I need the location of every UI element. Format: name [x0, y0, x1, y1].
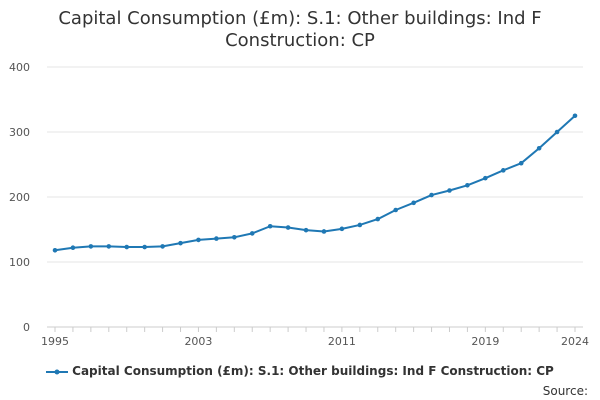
legend-swatch-icon	[46, 369, 69, 374]
y-tick-label-400: 400	[9, 61, 30, 74]
x-tick-label-2024: 2024	[561, 335, 589, 348]
x-tick-label-2003: 2003	[184, 335, 212, 348]
legend-label: Capital Consumption (£m): S.1: Other bui…	[72, 364, 554, 378]
data-point-2014	[393, 207, 398, 213]
data-point-2010	[321, 229, 327, 234]
data-point-2018	[465, 183, 470, 188]
x-tick-label-2011: 2011	[328, 335, 356, 348]
data-point-2024	[572, 113, 578, 119]
data-point-2016	[429, 192, 434, 198]
y-tick-label-100: 100	[9, 256, 30, 269]
y-tick-label-300: 300	[9, 126, 30, 139]
data-point-2017	[447, 188, 452, 193]
data-point-2008	[285, 225, 291, 230]
data-point-2005	[232, 235, 237, 240]
chart-title-line-1: Capital Consumption (£m): S.1: Other bui…	[58, 8, 542, 29]
data-point-2006	[249, 231, 255, 236]
data-point-2004	[214, 236, 219, 241]
data-point-2019	[483, 175, 488, 181]
data-point-1995	[52, 248, 58, 253]
series-line-0	[54, 115, 576, 252]
chart-title-line-2: Construction: CP	[225, 30, 375, 51]
data-point-2023	[554, 129, 560, 135]
data-point-2009	[303, 227, 309, 233]
data-point-2013	[375, 216, 381, 222]
data-point-1997	[88, 244, 94, 249]
data-point-2000	[142, 244, 147, 250]
data-point-2022	[536, 145, 542, 151]
chart-title: Capital Consumption (£m): S.1: Other bui…	[0, 8, 600, 52]
grid-lines	[47, 66, 583, 263]
legend[interactable]: Capital Consumption (£m): S.1: Other bui…	[0, 364, 600, 378]
legend-swatch-marker	[54, 369, 60, 374]
data-point-2011	[339, 226, 345, 232]
data-point-2007	[267, 223, 273, 229]
data-point-2015	[411, 200, 416, 206]
y-tick-label-0: 0	[23, 321, 30, 334]
data-point-2001	[160, 244, 165, 249]
y-tick-label-200: 200	[9, 191, 30, 204]
source-label: Source:	[542, 384, 588, 398]
data-point-1996	[70, 245, 76, 250]
data-point-2003	[196, 237, 201, 243]
data-point-2021	[518, 160, 524, 166]
data-point-1998	[106, 244, 112, 249]
x-axis	[47, 326, 583, 332]
x-tick-label-2019: 2019	[471, 335, 499, 348]
data-point-2012	[357, 222, 363, 228]
data-point-1999	[124, 244, 130, 250]
data-point-2002	[178, 240, 183, 246]
tick-labels: 0 100 200 300 400 1995 2003 2011 2019 2024	[9, 61, 589, 348]
x-tick-label-1995: 1995	[41, 335, 69, 348]
data-point-2020	[500, 168, 506, 173]
series-layer	[52, 113, 578, 253]
